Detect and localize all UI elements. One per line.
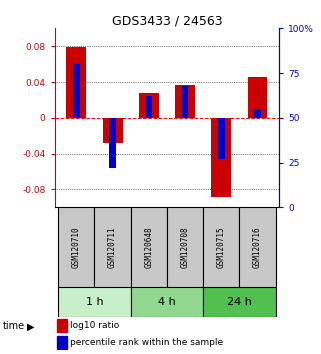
Bar [254, 109, 261, 118]
Bar [182, 86, 188, 118]
Text: GSM120716: GSM120716 [253, 226, 262, 268]
Bar [203, 287, 276, 317]
Text: 24 h: 24 h [227, 297, 252, 307]
Text: GSM120708: GSM120708 [180, 226, 189, 268]
Bar [247, 76, 267, 118]
Bar [94, 207, 131, 287]
Text: GSM120648: GSM120648 [144, 226, 153, 268]
Text: ▶: ▶ [27, 321, 35, 331]
Bar [167, 207, 203, 287]
Bar [66, 47, 86, 118]
Bar [131, 287, 203, 317]
Bar [73, 64, 80, 118]
Bar [175, 85, 195, 118]
Text: GSM120715: GSM120715 [217, 226, 226, 268]
Bar [239, 207, 276, 287]
Text: log10 ratio: log10 ratio [70, 321, 119, 330]
Bar [139, 93, 159, 118]
Text: GSM120711: GSM120711 [108, 226, 117, 268]
Text: 4 h: 4 h [158, 297, 176, 307]
Bar [131, 207, 167, 287]
Bar [218, 118, 225, 159]
Bar [203, 207, 239, 287]
Text: percentile rank within the sample: percentile rank within the sample [70, 338, 223, 347]
Bar [58, 207, 94, 287]
Bar [211, 118, 231, 196]
Bar [57, 336, 67, 349]
Bar [145, 96, 152, 118]
Text: time: time [3, 321, 25, 331]
Bar [109, 118, 116, 168]
Title: GDS3433 / 24563: GDS3433 / 24563 [112, 14, 222, 27]
Text: GSM120710: GSM120710 [72, 226, 81, 268]
Bar [103, 118, 123, 143]
Text: 1 h: 1 h [86, 297, 103, 307]
Bar [58, 287, 131, 317]
Bar [57, 319, 67, 332]
